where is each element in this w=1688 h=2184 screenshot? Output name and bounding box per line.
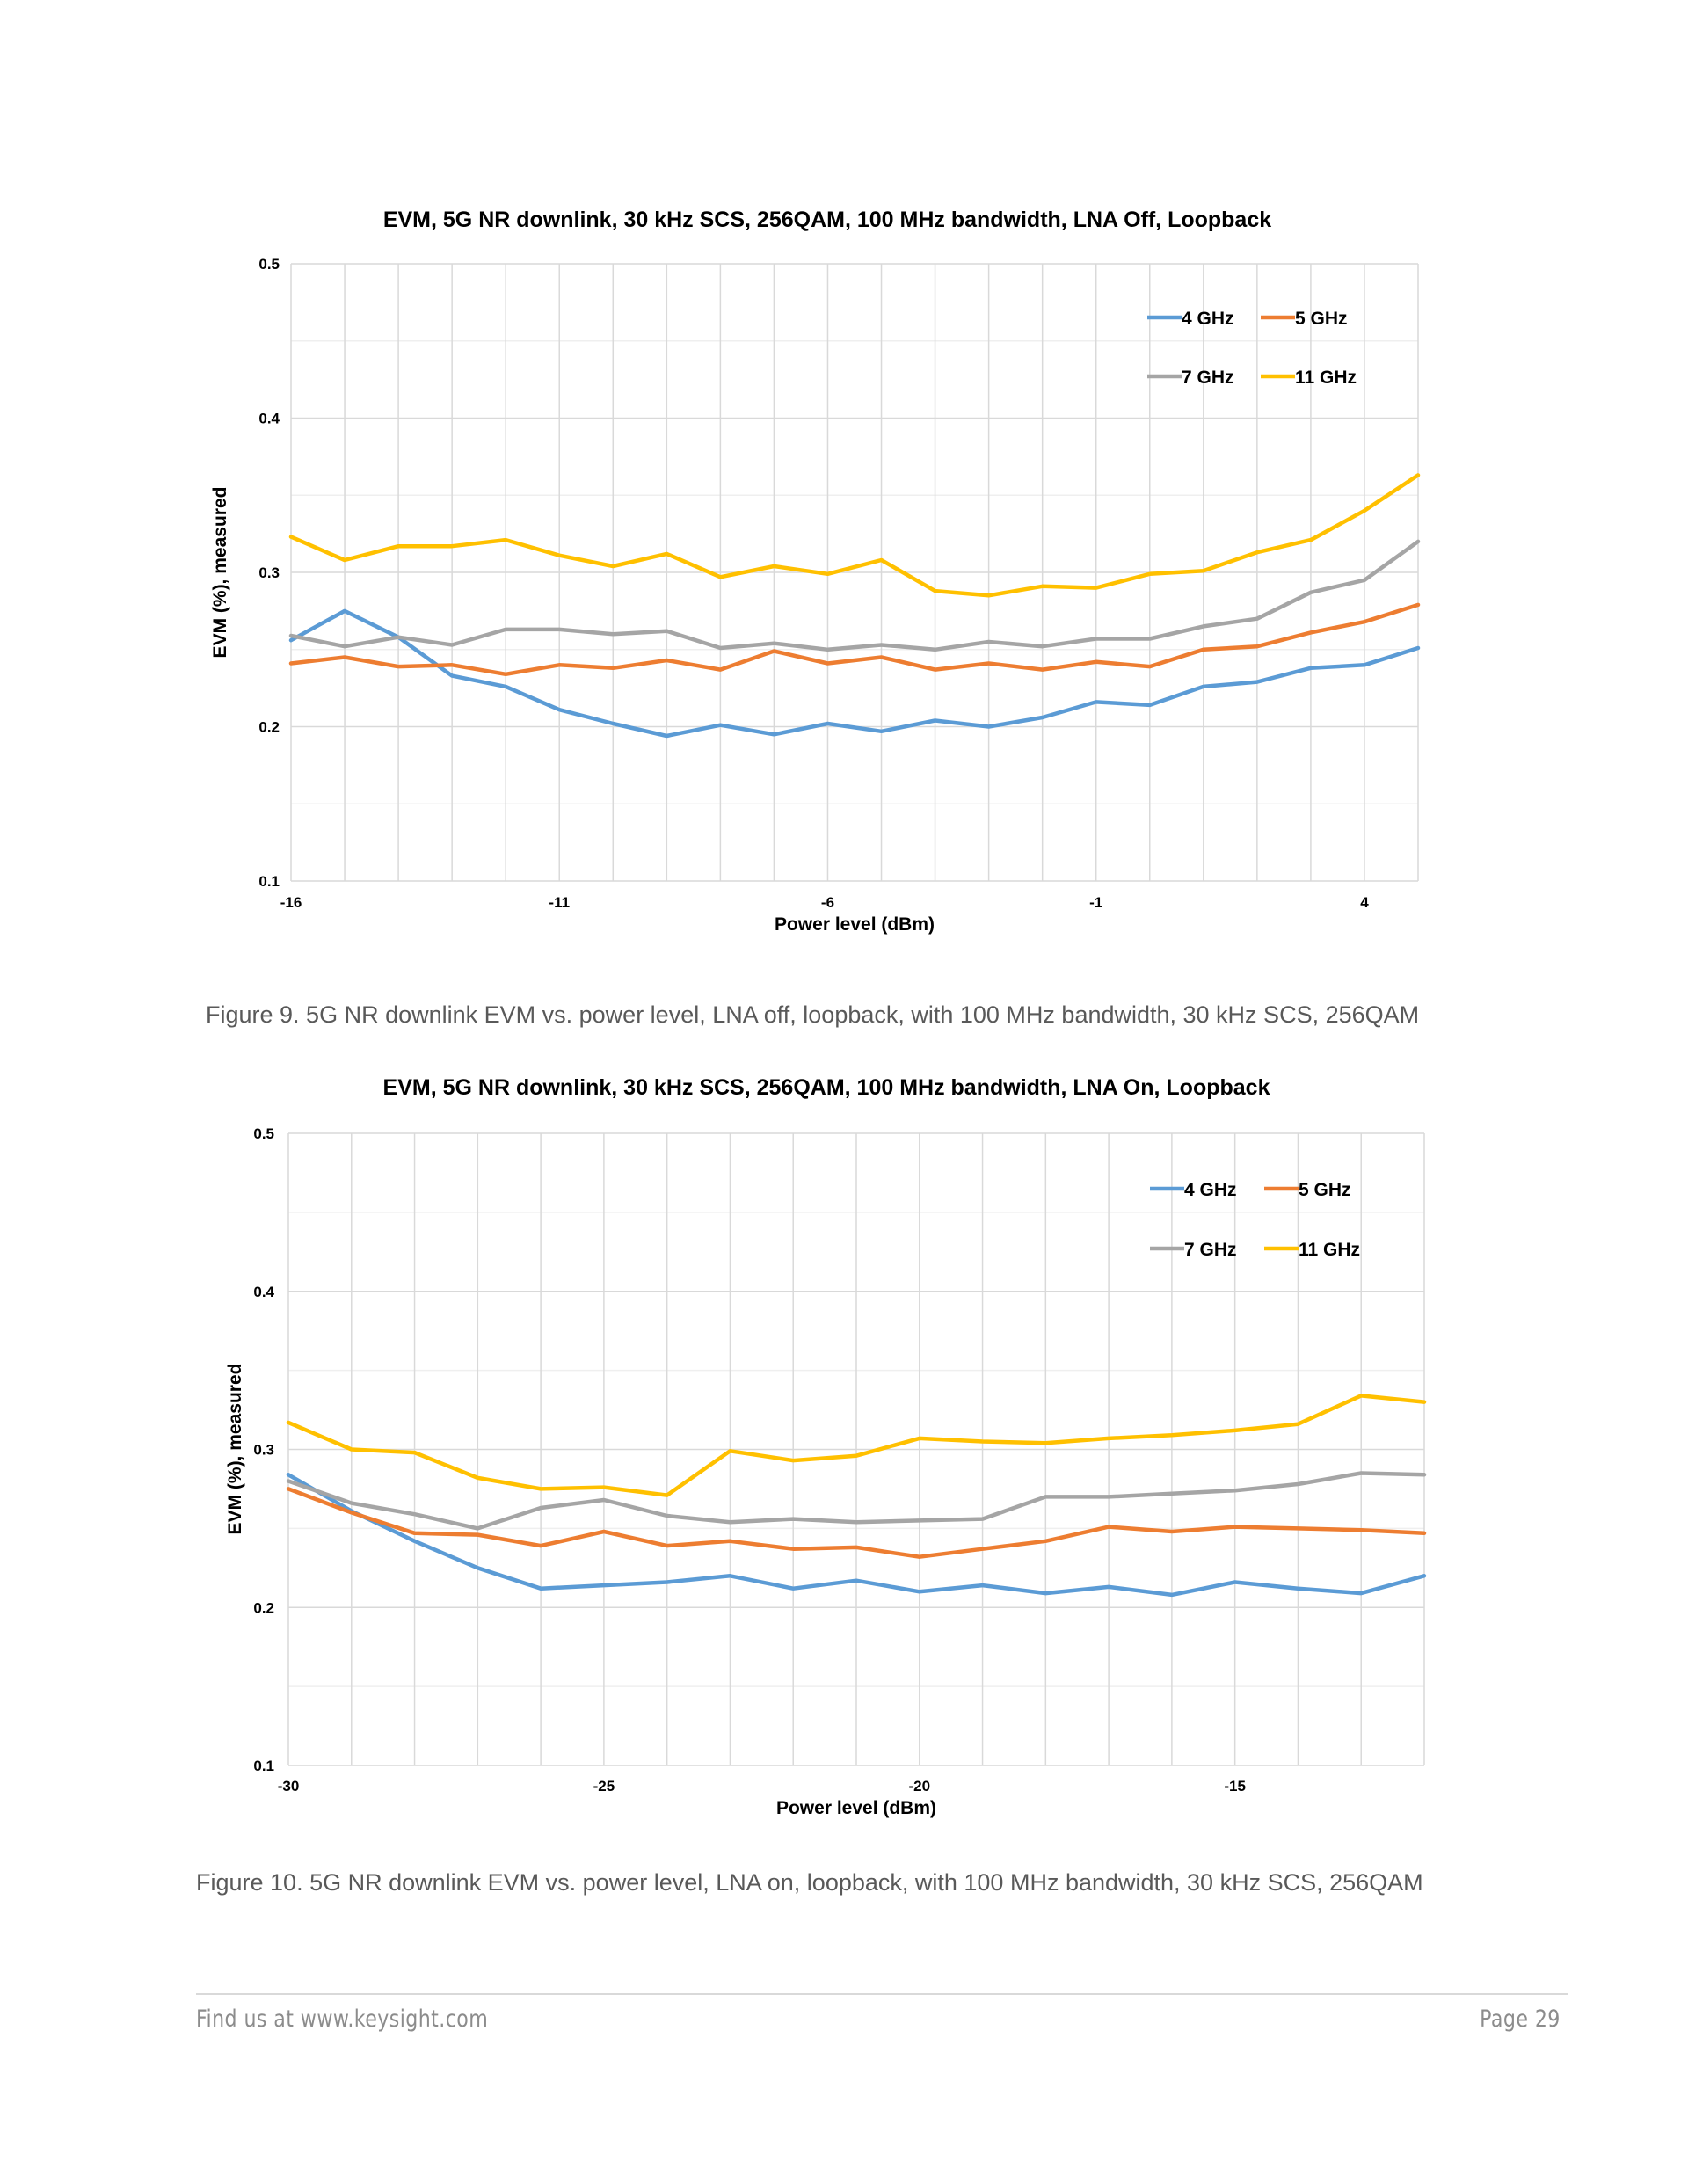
series-lines <box>288 473 1421 739</box>
figure-9-caption: Figure 9. 5G NR downlink EVM vs. power l… <box>206 1001 1420 1028</box>
legend-label: 11 GHz <box>1299 1240 1360 1260</box>
series-lines <box>286 1394 1427 1598</box>
series-line-4-ghz <box>286 1473 1427 1598</box>
y-tick-label: 0.3 <box>253 1442 274 1459</box>
legend-label: 11 GHz <box>1295 368 1357 388</box>
y-axis-title: EVM (%), measured <box>210 487 230 659</box>
series-line-7-ghz <box>286 1471 1427 1531</box>
y-tick-label: 0.1 <box>258 873 280 890</box>
y-tick-label: 0.4 <box>253 1284 274 1300</box>
legend-label: 7 GHz <box>1182 368 1234 388</box>
x-tick-label: 4 <box>1360 894 1369 911</box>
x-tick-label: -6 <box>821 894 834 911</box>
series-line-4-ghz <box>288 608 1421 739</box>
grid <box>290 263 1419 882</box>
y-tick-labels: 0.1 0.2 0.3 0.4 0.5 <box>253 1125 274 1774</box>
legend-item-11-ghz: 11 GHz <box>1264 1240 1360 1260</box>
x-tick-labels: -30 -25 -20 -15 <box>278 1778 1246 1795</box>
legend-item-5-ghz: 5 GHz <box>1261 309 1348 329</box>
figure-10-caption: Figure 10. 5G NR downlink EVM vs. power … <box>196 1869 1423 1896</box>
y-tick-label: 0.1 <box>253 1758 274 1774</box>
y-tick-label: 0.2 <box>253 1599 274 1616</box>
legend-label: 5 GHz <box>1295 309 1348 329</box>
y-axis-title: EVM (%), measured <box>225 1364 245 1535</box>
legend-label: 4 GHz <box>1184 1180 1237 1200</box>
chart-title: EVM, 5G NR downlink, 30 kHz SCS, 256QAM,… <box>383 1075 1270 1100</box>
legend-item-11-ghz: 11 GHz <box>1261 368 1357 388</box>
chart-title: EVM, 5G NR downlink, 30 kHz SCS, 256QAM,… <box>383 207 1271 232</box>
legend-label: 5 GHz <box>1299 1180 1351 1200</box>
y-tick-label: 0.4 <box>258 411 280 427</box>
series-line-5-ghz <box>286 1487 1427 1559</box>
x-tick-label: -11 <box>549 894 570 911</box>
legend-item-7-ghz: 7 GHz <box>1147 368 1234 388</box>
chart-evm-lna-on: EVM, 5G NR downlink, 30 kHz SCS, 256QAM,… <box>225 1075 1427 1818</box>
series-line-11-ghz <box>288 473 1421 598</box>
x-tick-label: -25 <box>593 1778 615 1795</box>
footer-divider <box>196 1993 1568 1995</box>
series-line-5-ghz <box>288 602 1421 677</box>
x-axis-title: Power level (dBm) <box>776 1798 936 1818</box>
footer-page-number: Page 29 <box>1480 2006 1561 2033</box>
x-tick-label: -1 <box>1089 894 1102 911</box>
legend-label: 7 GHz <box>1184 1240 1237 1260</box>
y-tick-label: 0.2 <box>258 719 280 736</box>
legend-item-4-ghz: 4 GHz <box>1147 309 1234 329</box>
legend: 4 GHz 5 GHz 7 GHz 11 GHz <box>1147 309 1357 388</box>
series-line-11-ghz <box>286 1394 1427 1497</box>
series-line-7-ghz <box>288 539 1421 652</box>
chart-evm-lna-off: EVM, 5G NR downlink, 30 kHz SCS, 256QAM,… <box>210 207 1421 935</box>
legend-item-4-ghz: 4 GHz <box>1150 1180 1237 1200</box>
legend: 4 GHz 5 GHz 7 GHz 11 GHz <box>1150 1180 1360 1260</box>
x-tick-labels: -16 -11 -6 -1 4 <box>280 894 1370 911</box>
x-tick-label: -30 <box>278 1778 300 1795</box>
x-axis-title: Power level (dBm) <box>775 914 935 935</box>
x-tick-label: -16 <box>280 894 302 911</box>
legend-item-5-ghz: 5 GHz <box>1264 1180 1351 1200</box>
y-tick-label: 0.5 <box>258 256 280 273</box>
y-tick-labels: 0.1 0.2 0.3 0.4 0.5 <box>258 256 280 890</box>
y-tick-label: 0.5 <box>253 1125 274 1142</box>
y-tick-label: 0.3 <box>258 564 280 581</box>
x-tick-label: -20 <box>908 1778 930 1795</box>
legend-item-7-ghz: 7 GHz <box>1150 1240 1237 1260</box>
footer-website[interactable]: Find us at www.keysight.com <box>196 2006 489 2033</box>
legend-label: 4 GHz <box>1182 309 1234 329</box>
grid <box>287 1132 1425 1766</box>
x-tick-label: -15 <box>1224 1778 1246 1795</box>
